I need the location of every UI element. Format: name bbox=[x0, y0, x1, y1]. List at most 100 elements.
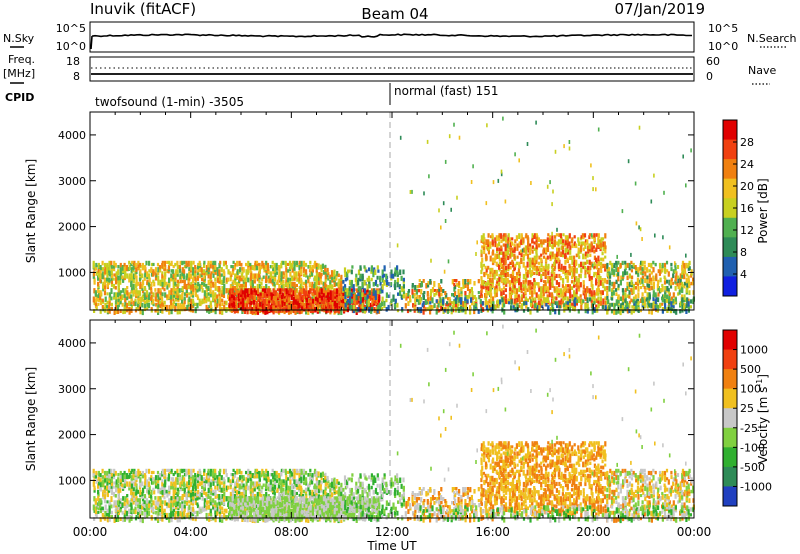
power-cell bbox=[212, 262, 215, 269]
power-cell bbox=[335, 299, 338, 305]
power-cell bbox=[328, 285, 331, 289]
power-cell bbox=[101, 260, 104, 266]
power-cell bbox=[464, 309, 467, 315]
velocity-cell bbox=[143, 494, 147, 499]
power-cell bbox=[267, 275, 270, 279]
power-cell bbox=[566, 241, 569, 245]
velocity-cell bbox=[94, 508, 97, 515]
velocity-cell bbox=[176, 494, 179, 500]
power-cell bbox=[172, 300, 176, 305]
power-cell bbox=[483, 271, 486, 276]
power-cell bbox=[573, 267, 576, 274]
power-cell bbox=[108, 260, 111, 266]
power-cell bbox=[464, 299, 467, 305]
power-cell bbox=[582, 263, 585, 269]
power-cell bbox=[637, 307, 640, 311]
velocity-cell bbox=[110, 504, 113, 509]
power-cell bbox=[281, 302, 284, 308]
power-cell bbox=[493, 257, 496, 263]
power-cell bbox=[638, 125, 641, 130]
velocity-cell bbox=[201, 479, 204, 484]
power-cell bbox=[657, 292, 660, 297]
power-cell bbox=[454, 297, 457, 301]
power-cell bbox=[117, 279, 120, 286]
power-cell bbox=[205, 283, 208, 289]
power-cell bbox=[309, 288, 312, 294]
power-cell bbox=[525, 302, 528, 308]
power-cell bbox=[220, 307, 223, 312]
power-cell bbox=[549, 302, 552, 306]
power-cell bbox=[518, 286, 521, 292]
power-cell bbox=[627, 159, 630, 164]
power-cell bbox=[527, 257, 530, 262]
power-cell bbox=[168, 262, 171, 266]
power-cell bbox=[288, 296, 291, 303]
velocity-data-cells bbox=[92, 324, 695, 524]
power-cell bbox=[241, 267, 244, 271]
power-cell bbox=[496, 299, 499, 305]
power-cell bbox=[578, 241, 581, 247]
power-cell bbox=[502, 265, 505, 272]
velocity-cell bbox=[92, 468, 95, 474]
power-cell bbox=[601, 237, 605, 241]
power-cell bbox=[376, 294, 379, 299]
power-cell bbox=[126, 286, 129, 290]
power-cell bbox=[474, 303, 478, 307]
power-cell bbox=[207, 286, 210, 291]
power-cell bbox=[584, 243, 587, 249]
velocity-cell bbox=[214, 504, 217, 508]
velocity-cell bbox=[119, 487, 122, 493]
power-cell bbox=[208, 304, 211, 309]
power-cell bbox=[313, 294, 316, 299]
power-cell bbox=[325, 309, 328, 314]
velocity-cell bbox=[134, 470, 137, 476]
power-cell bbox=[186, 304, 189, 310]
power-cell bbox=[249, 302, 252, 308]
velocity-cell bbox=[134, 517, 138, 521]
power-cell bbox=[379, 302, 382, 309]
power-cell bbox=[324, 264, 327, 268]
velocity-cell bbox=[124, 504, 127, 511]
velocity-cell bbox=[142, 498, 145, 502]
power-cell bbox=[555, 280, 558, 285]
power-cell bbox=[221, 302, 224, 306]
power-cell bbox=[188, 267, 191, 271]
power-cell bbox=[190, 260, 193, 266]
power-cell bbox=[473, 281, 476, 286]
velocity-cell bbox=[179, 487, 182, 492]
velocity-cell bbox=[114, 470, 117, 476]
power-cell bbox=[489, 283, 492, 288]
power-cell bbox=[147, 302, 151, 309]
power-cell bbox=[183, 260, 186, 265]
power-cell bbox=[175, 292, 178, 298]
power-cell bbox=[314, 281, 317, 287]
power-cell bbox=[326, 273, 329, 278]
power-cell bbox=[185, 292, 189, 298]
power-cell bbox=[390, 273, 393, 279]
velocity-cell bbox=[172, 477, 175, 482]
power-cell bbox=[265, 271, 268, 276]
power-cell bbox=[619, 297, 623, 301]
power-cell bbox=[551, 267, 554, 272]
power-cell bbox=[500, 239, 503, 243]
nave-tick-top: 60 bbox=[706, 55, 720, 68]
power-cell bbox=[584, 303, 587, 309]
velocity-cell bbox=[177, 510, 180, 517]
power-cell bbox=[188, 271, 191, 278]
power-cell bbox=[669, 309, 672, 314]
power-cell bbox=[130, 281, 133, 288]
power-cell bbox=[214, 309, 217, 315]
velocity-cell bbox=[113, 468, 116, 474]
power-cell bbox=[524, 249, 528, 255]
power-cell bbox=[431, 305, 434, 309]
velocity-cell bbox=[210, 487, 213, 492]
power-cell bbox=[210, 304, 213, 309]
colorbar-segment bbox=[723, 256, 737, 277]
power-cell bbox=[529, 257, 532, 264]
power-cell bbox=[262, 298, 265, 304]
power-cell bbox=[648, 269, 651, 273]
velocity-cell bbox=[130, 494, 134, 499]
power-cell bbox=[485, 302, 488, 308]
velocity-cell bbox=[125, 473, 128, 479]
power-cell bbox=[240, 273, 243, 278]
